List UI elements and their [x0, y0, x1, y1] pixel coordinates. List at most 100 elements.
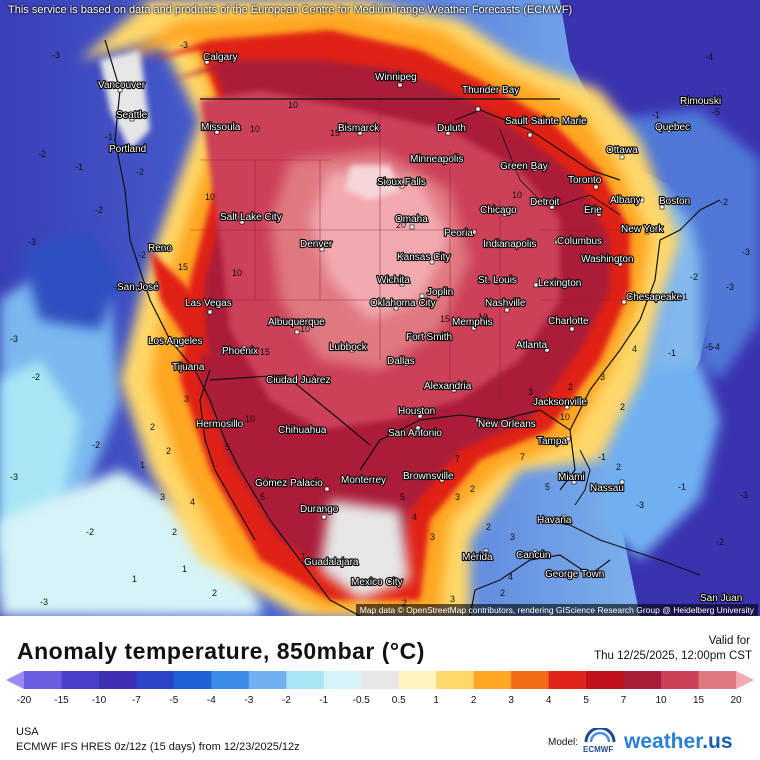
city-marker[interactable]: Lexington — [533, 277, 582, 290]
contour-label: -2 — [113, 282, 121, 292]
colorbar-tick-label: -7 — [132, 695, 141, 706]
city-marker[interactable]: Peoria — [443, 227, 477, 240]
city-marker[interactable]: Reno — [147, 242, 174, 255]
city-marker[interactable]: Mérida — [461, 548, 494, 564]
city-marker[interactable]: Boston — [658, 195, 691, 210]
contour-label: 10 — [560, 412, 570, 422]
city-label: Fort Smith — [406, 332, 452, 343]
city-marker[interactable]: Houston — [397, 405, 436, 419]
contour-label: 20 — [396, 220, 406, 230]
city-label: Chihuahua — [278, 425, 327, 436]
city-marker[interactable]: Albuquerque — [267, 316, 326, 335]
city-marker[interactable]: Rimouski — [679, 95, 722, 108]
city-marker[interactable]: George Town — [544, 568, 605, 581]
city-marker[interactable]: Chicago — [479, 204, 518, 217]
city-marker[interactable]: Indianapolis — [482, 238, 538, 251]
city-marker[interactable]: Durango — [299, 503, 340, 520]
city-marker[interactable]: Detroit — [529, 196, 561, 210]
city-marker[interactable]: St. Louis — [477, 274, 518, 287]
city-marker[interactable]: Kansas City — [396, 251, 451, 265]
city-marker[interactable]: Charlotte — [547, 315, 590, 332]
region-label: USA — [16, 726, 39, 738]
city-marker[interactable]: Erie — [583, 204, 603, 217]
city-marker[interactable]: Washington — [580, 253, 635, 267]
colorbar-cell — [398, 671, 437, 689]
city-marker[interactable]: Dallas — [386, 355, 416, 368]
city-marker[interactable]: Atlanta — [515, 339, 550, 353]
city-marker[interactable]: Fort Smith — [405, 331, 453, 344]
city-marker[interactable]: Alexandria — [423, 380, 473, 393]
city-marker[interactable]: Mexico City — [350, 576, 404, 589]
colorbar-tick-label: -0.5 — [353, 695, 371, 706]
contour-label: 7 — [455, 454, 460, 464]
city-label: Kansas City — [397, 252, 450, 263]
city-marker[interactable]: Oklahoma City — [369, 297, 437, 311]
city-marker[interactable]: Sioux Falls — [376, 176, 427, 189]
city-marker[interactable]: Duluth — [436, 122, 467, 136]
city-marker[interactable]: Brownsville — [402, 470, 455, 483]
temperature-anomaly-map[interactable]: -3 -2 -1 -3 -2 -1 -3 -2 -3 -2 -4 -5 -1 -… — [0, 0, 760, 616]
city-marker[interactable]: Columbus — [554, 235, 603, 248]
city-marker[interactable]: Portland — [108, 143, 147, 156]
city-marker[interactable]: Miami — [557, 471, 586, 485]
city-marker[interactable]: Green Bay — [499, 160, 549, 173]
city-marker[interactable]: San José — [116, 281, 160, 294]
city-marker[interactable]: New York — [620, 223, 665, 236]
city-marker[interactable]: Los Angeles — [147, 335, 204, 348]
city-marker[interactable]: Sault Sainte Marie — [504, 115, 588, 138]
city-marker[interactable]: Cancún — [515, 549, 552, 562]
city-marker[interactable]: Nassau — [589, 479, 625, 495]
city-marker[interactable]: Chesapeake — [621, 291, 684, 305]
contour-label: 10 — [245, 414, 255, 424]
city-label: Cancún — [516, 550, 550, 561]
city-marker[interactable]: Las Vegas — [184, 297, 233, 315]
contour-label: -1 — [598, 452, 606, 462]
city-label: Sioux Falls — [377, 177, 426, 188]
city-markers[interactable]: Calgary Winnipeg Thunder Bay Vancouver S… — [97, 51, 743, 605]
map-panel[interactable]: -3 -2 -1 -3 -2 -1 -3 -2 -3 -2 -4 -5 -1 -… — [0, 0, 760, 616]
city-label: Lexington — [538, 278, 581, 289]
city-marker[interactable]: Wichita — [376, 274, 411, 287]
city-marker[interactable]: Vancouver — [97, 79, 147, 93]
city-marker[interactable]: Hermosillo — [195, 418, 245, 431]
city-marker[interactable]: Toronto — [567, 174, 603, 190]
contour-label: -3 — [28, 237, 36, 247]
contour-label: 1 — [140, 460, 145, 470]
colorbar-cell — [548, 671, 587, 689]
city-marker[interactable]: Tampa — [536, 435, 571, 448]
city-marker[interactable]: Joplin — [419, 286, 454, 299]
city-marker[interactable]: Gómez Palacio — [254, 477, 330, 492]
colorbar-cell — [98, 671, 137, 689]
city-marker[interactable]: New Orleans — [475, 417, 537, 431]
city-marker[interactable]: Thunder Bay — [461, 84, 520, 112]
city-marker[interactable]: Chihuahua — [277, 424, 328, 437]
city-marker[interactable]: Nashville — [484, 297, 527, 313]
city-marker[interactable]: Memphis — [451, 316, 494, 331]
city-marker[interactable]: Monterrey — [340, 474, 387, 487]
city-marker[interactable]: San Juan — [699, 592, 743, 605]
contour-label: -4 — [712, 342, 720, 352]
city-marker[interactable]: San Antonio — [387, 425, 443, 440]
city-marker[interactable]: Tijuana — [171, 361, 206, 374]
city-marker[interactable]: Albany — [609, 194, 645, 207]
city-marker[interactable]: Phoenix — [221, 345, 259, 358]
map-attribution[interactable]: Map data © OpenStreetMap contributors, r… — [355, 604, 758, 616]
colorbar-cell — [586, 671, 625, 689]
weather-us-logo[interactable]: weather.us — [624, 730, 733, 754]
city-marker[interactable]: Ciudad Juárez — [265, 374, 332, 387]
city-marker[interactable]: Denver — [299, 238, 334, 252]
city-marker[interactable]: Calgary — [202, 51, 239, 65]
city-marker[interactable]: Seattle — [115, 109, 149, 122]
city-marker[interactable]: Missoula — [200, 121, 242, 135]
city-marker[interactable]: Lubbock — [328, 341, 369, 354]
city-marker[interactable]: Guadalajara — [303, 556, 360, 569]
city-marker[interactable]: Winnipeg — [374, 71, 418, 88]
city-marker[interactable]: Bismarck — [337, 122, 381, 136]
city-marker[interactable]: Havana — [536, 514, 573, 527]
city-marker[interactable]: Quebec — [654, 121, 691, 134]
city-marker[interactable]: Salt Lake City — [219, 211, 283, 225]
city-marker[interactable]: Jacksonville — [532, 396, 588, 410]
city-marker[interactable]: Minneapolis — [409, 153, 465, 166]
city-marker[interactable]: Omaha — [394, 213, 429, 230]
city-marker[interactable]: Ottawa — [605, 144, 639, 160]
